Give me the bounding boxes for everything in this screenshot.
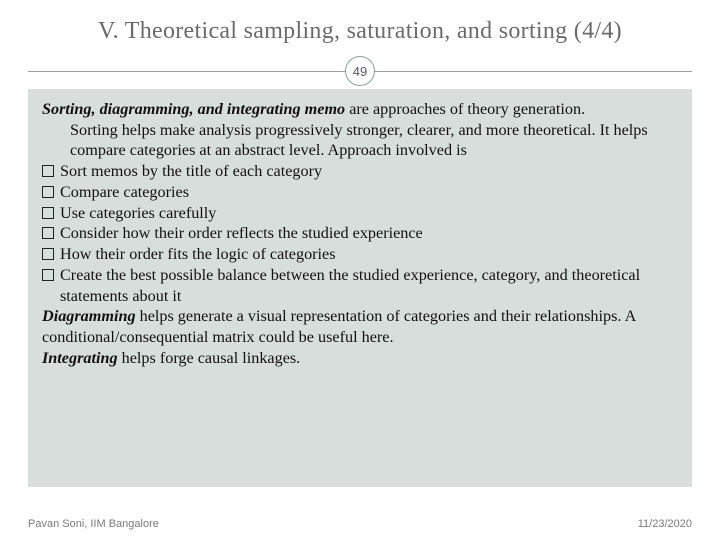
slide: V. Theoretical sampling, saturation, and… [0,0,720,540]
list-item-text: Sort memos by the title of each category [60,161,678,182]
integrating-rest: helps forge causal linkages. [118,349,301,367]
checkbox-icon [42,207,54,219]
checkbox-icon [42,248,54,260]
list-item: Use categories carefully [42,203,678,224]
paragraph-diagramming: Diagramming helps generate a visual repr… [42,306,678,347]
paragraph-sorting: Sorting helps make analysis progressivel… [42,120,678,161]
list-item: How their order fits the logic of catego… [42,244,678,265]
lead-rest: are approaches of theory generation. [345,100,585,118]
content-panel: Sorting, diagramming, and integrating me… [28,89,692,487]
lead-paragraph: Sorting, diagramming, and integrating me… [42,99,678,120]
footer: Pavan Soni, IIM Bangalore 11/23/2020 [28,518,692,530]
list-item-text: Consider how their order reflects the st… [60,223,678,244]
page-number-badge: 49 [345,56,375,86]
paragraph-integrating: Integrating helps forge causal linkages. [42,348,678,369]
list-item-text: Create the best possible balance between… [60,265,678,306]
footer-date: 11/23/2020 [638,518,692,530]
checkbox-icon [42,227,54,239]
list-item: Compare categories [42,182,678,203]
list-item-text: Compare categories [60,182,678,203]
list-item: Consider how their order reflects the st… [42,223,678,244]
list-item: Create the best possible balance between… [42,265,678,306]
title-area: V. Theoretical sampling, saturation, and… [0,0,720,45]
page-number: 49 [353,64,367,79]
checkbox-icon [42,269,54,281]
list-item: Sort memos by the title of each category [42,161,678,182]
checkbox-icon [42,186,54,198]
checkbox-icon [42,165,54,177]
diagramming-label: Diagramming [42,307,136,325]
integrating-label: Integrating [42,349,118,367]
divider-row: 49 [0,53,720,89]
lead-label: Sorting, diagramming, and integrating me… [42,100,345,118]
footer-author: Pavan Soni, IIM Bangalore [28,518,159,530]
list-item-text: How their order fits the logic of catego… [60,244,678,265]
list-item-text: Use categories carefully [60,203,678,224]
page-title: V. Theoretical sampling, saturation, and… [40,18,680,45]
